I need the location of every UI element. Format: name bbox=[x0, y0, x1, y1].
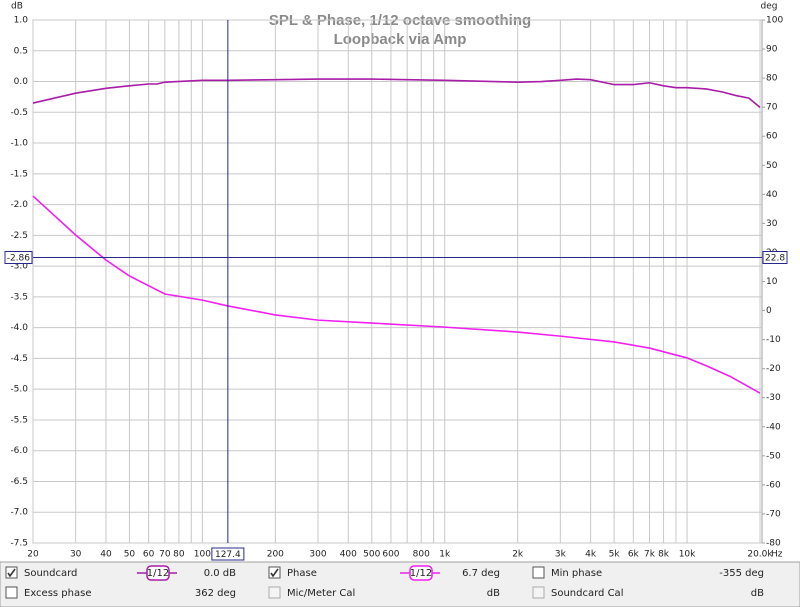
checkbox[interactable] bbox=[5, 566, 18, 579]
y-tick-label: -5.0 bbox=[10, 385, 28, 395]
cursor-x-box bbox=[211, 547, 245, 561]
legend-readout: 362 deg bbox=[195, 588, 236, 599]
x-tick-label: 400 bbox=[340, 550, 357, 560]
y-tick-label: -2.5 bbox=[10, 231, 28, 241]
y-tick-label: -4.0 bbox=[10, 323, 28, 333]
x-tick-label: 50 bbox=[124, 550, 136, 560]
y2-tick-label: -30 bbox=[766, 393, 781, 403]
x-tick-label: 5k bbox=[609, 550, 621, 560]
x-tick-label: 30 bbox=[70, 550, 82, 560]
checkbox[interactable] bbox=[5, 586, 18, 599]
y2-tick-label: -10 bbox=[766, 335, 781, 345]
y-tick-label: -5.5 bbox=[10, 415, 28, 425]
checkmark bbox=[7, 568, 16, 578]
y2-tick-label: 0 bbox=[766, 306, 772, 316]
y-tick-label: -3.5 bbox=[10, 292, 28, 302]
checkbox[interactable] bbox=[532, 566, 545, 579]
x-tick-label: 20 bbox=[27, 550, 39, 560]
x-tick-label: 3k bbox=[555, 550, 567, 560]
legend-name: Min phase bbox=[551, 568, 602, 579]
smoothing-button[interactable] bbox=[146, 565, 170, 581]
cursor-y2-label: 22.8 bbox=[765, 254, 785, 264]
x-tick-label: 10k bbox=[679, 550, 696, 560]
y-tick-label: -1.0 bbox=[10, 139, 28, 149]
smoothing-label: 1/12 bbox=[410, 568, 432, 579]
plot-area bbox=[32, 19, 763, 544]
cursor-x-label: 127.4 bbox=[215, 550, 241, 560]
checkbox[interactable] bbox=[268, 566, 281, 579]
y-tick-label: 0.5 bbox=[14, 46, 28, 56]
x-tick-label: 2k bbox=[512, 550, 524, 560]
y-tick-label: 0.0 bbox=[14, 77, 29, 87]
x-tick-label: 800 bbox=[413, 550, 430, 560]
x-tick-label: 300 bbox=[309, 550, 326, 560]
x-unit: Hz bbox=[771, 550, 783, 560]
y-tick-label: -3.0 bbox=[10, 262, 28, 272]
checkbox bbox=[532, 586, 545, 599]
y2-unit: deg bbox=[761, 2, 778, 12]
chart-subtitle: Loopback via Amp bbox=[334, 31, 467, 48]
cursor-y-label: -2.86 bbox=[7, 254, 31, 264]
cursor-y2-box bbox=[762, 251, 788, 265]
cursor-y-box bbox=[4, 251, 33, 265]
y2-tick-label: 80 bbox=[766, 74, 778, 84]
y-tick-label: -7.0 bbox=[10, 508, 28, 518]
y2-tick-label: -70 bbox=[766, 509, 781, 519]
y2-tick-label: -40 bbox=[766, 422, 781, 432]
y2-tick-label: 70 bbox=[766, 103, 778, 113]
checkbox bbox=[268, 586, 281, 599]
y-tick-label: 1.0 bbox=[14, 16, 29, 26]
x-tick-label: 1k bbox=[439, 550, 451, 560]
y-tick-label: -6.5 bbox=[10, 477, 28, 487]
y-tick-label: -1.5 bbox=[10, 169, 28, 179]
x-tick-label: 80 bbox=[173, 550, 185, 560]
y2-tick-label: -50 bbox=[766, 451, 781, 461]
legend-name: Soundcard bbox=[24, 568, 77, 579]
legend-readout: dB bbox=[751, 588, 764, 599]
x-tick-label: 4k bbox=[585, 550, 597, 560]
legend-panel bbox=[0, 561, 800, 607]
x-tick-label: 20.0k bbox=[747, 550, 773, 560]
legend-name: Excess phase bbox=[24, 588, 92, 599]
y2-tick-label: 60 bbox=[766, 132, 778, 142]
y2-tick-label: 40 bbox=[766, 190, 778, 200]
y-tick-label: -2.0 bbox=[10, 200, 28, 210]
y2-tick-label: -80 bbox=[766, 539, 781, 549]
y-tick-label: -7.5 bbox=[10, 539, 28, 549]
y-tick-label: -0.5 bbox=[10, 108, 28, 118]
x-tick-label: 100 bbox=[194, 550, 211, 560]
y-tick-label: -4.5 bbox=[10, 354, 28, 364]
legend-readout: dB bbox=[487, 588, 500, 599]
legend-name: Phase bbox=[287, 568, 317, 579]
x-tick-label: 8k bbox=[658, 550, 670, 560]
line-series bbox=[32, 78, 761, 108]
y-unit: dB bbox=[11, 2, 23, 12]
legend-name: Soundcard Cal bbox=[551, 588, 623, 599]
y2-tick-label: 50 bbox=[766, 161, 778, 171]
legend-readout: 0.0 dB bbox=[204, 568, 236, 579]
smoothing-button[interactable] bbox=[409, 565, 433, 581]
legend-name: Mic/Meter Cal bbox=[287, 588, 355, 599]
y2-tick-label: 10 bbox=[766, 277, 778, 287]
y2-tick-label: -60 bbox=[766, 480, 781, 490]
x-tick-label: 6k bbox=[628, 550, 640, 560]
checkmark bbox=[270, 568, 279, 578]
line-series bbox=[32, 195, 761, 394]
x-tick-label: 600 bbox=[382, 550, 399, 560]
x-tick-label: 40 bbox=[100, 550, 112, 560]
x-tick-label: 200 bbox=[267, 550, 284, 560]
x-tick-label: 500 bbox=[363, 550, 380, 560]
y-tick-label: -6.0 bbox=[10, 446, 28, 456]
x-tick-label: 60 bbox=[143, 550, 155, 560]
legend-readout: 6.7 deg bbox=[462, 568, 500, 579]
legend-readout: -355 deg bbox=[719, 568, 764, 579]
x-tick-label: 7k bbox=[644, 550, 656, 560]
smoothing-label: 1/12 bbox=[147, 568, 169, 579]
y2-tick-label: 90 bbox=[766, 45, 778, 55]
x-tick-label: 70 bbox=[159, 550, 171, 560]
y2-tick-label: -20 bbox=[766, 364, 781, 374]
y2-tick-label: 100 bbox=[766, 16, 783, 26]
y2-tick-label: 30 bbox=[766, 219, 778, 229]
